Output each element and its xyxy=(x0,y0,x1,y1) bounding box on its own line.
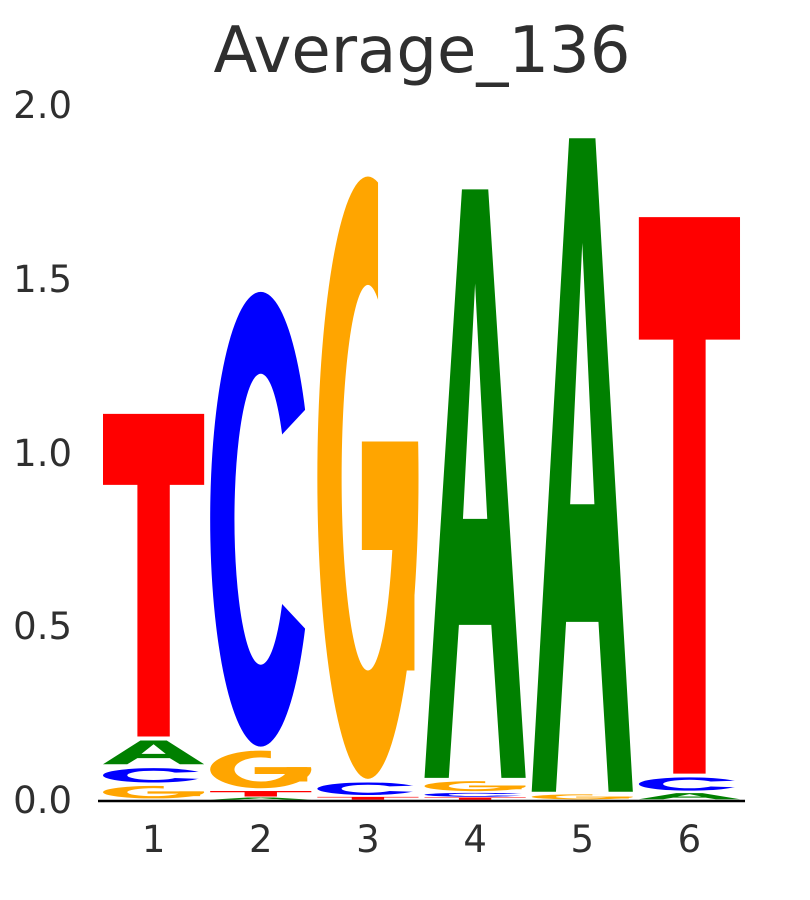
y-tick-label-0.0: 0.0 xyxy=(13,778,72,822)
logo-letter-G-pos4 xyxy=(424,780,528,792)
x-tick-label-1: 1 xyxy=(141,818,166,861)
glyph-T xyxy=(210,790,312,797)
logo-letter-T-pos1 xyxy=(103,413,205,737)
glyph-counter-C xyxy=(699,780,743,788)
x-tick-label-5: 5 xyxy=(570,818,595,861)
glyph-T xyxy=(103,413,205,737)
glyph-C xyxy=(210,291,312,747)
logo-letter-T-pos6 xyxy=(638,217,741,774)
glyph-counter-G xyxy=(378,170,421,442)
glyph-counter-C xyxy=(163,771,207,780)
glyph-T xyxy=(317,796,419,800)
glyph-G xyxy=(147,791,201,797)
chart-title: Average_136 xyxy=(213,14,631,88)
glyph-A xyxy=(531,138,633,792)
logo-letter-T-pos2 xyxy=(210,790,312,797)
x-tick-label-2: 2 xyxy=(249,818,273,861)
glyph-G xyxy=(254,767,308,782)
logo-letter-G-pos5 xyxy=(531,794,635,800)
y-tick-label-2.0: 2.0 xyxy=(13,84,72,127)
glyph-C xyxy=(103,768,205,783)
glyph-G xyxy=(361,441,415,671)
logo-letter-A-pos2 xyxy=(210,797,312,800)
x-tick-label-6: 6 xyxy=(677,818,702,861)
x-tick-label-3: 3 xyxy=(356,818,380,861)
glyph-A xyxy=(103,740,205,765)
x-tick-label-4: 4 xyxy=(463,818,487,861)
logo-letter-C-pos1 xyxy=(103,768,207,783)
logo-letter-C-pos3 xyxy=(317,782,421,795)
glyph-A xyxy=(638,793,741,800)
glyph-T xyxy=(638,217,741,774)
glyph-counter-G xyxy=(163,785,207,792)
logo-letter-C-pos2 xyxy=(210,291,314,747)
logo-letter-A-pos5 xyxy=(531,138,633,792)
glyph-C xyxy=(317,782,419,795)
logo-letter-C-pos6 xyxy=(638,777,743,791)
y-tick-label-1.0: 1.0 xyxy=(13,431,72,475)
glyph-A xyxy=(424,189,526,778)
glyph-counter-C xyxy=(270,400,314,638)
glyph-T xyxy=(424,797,526,800)
glyph-counter-G xyxy=(592,794,635,797)
logo-letter-G-pos1 xyxy=(103,785,207,799)
logo-letter-C-pos4 xyxy=(424,792,528,797)
glyph-counter-C xyxy=(485,793,528,796)
logo-letter-A-pos6 xyxy=(638,793,741,800)
logo-letter-T-pos4 xyxy=(424,797,526,800)
y-tick-label-1.5: 1.5 xyxy=(13,257,72,301)
glyph-counter-G xyxy=(485,780,528,786)
glyph-G xyxy=(576,796,629,799)
glyph-C xyxy=(638,777,741,791)
logo-letter-G-pos2 xyxy=(210,750,314,789)
glyph-A xyxy=(210,797,312,800)
glyph-counter-G xyxy=(270,750,314,768)
logo-letter-A-pos4 xyxy=(424,189,526,778)
glyph-G xyxy=(469,785,522,790)
logo-letter-A-pos1 xyxy=(103,740,205,765)
glyph-counter-C xyxy=(378,785,421,792)
logo-letter-T-pos3 xyxy=(317,796,419,800)
y-tick-label-0.5: 0.5 xyxy=(13,605,72,648)
glyph-C xyxy=(424,792,526,797)
logo-letter-G-pos3 xyxy=(317,170,421,779)
